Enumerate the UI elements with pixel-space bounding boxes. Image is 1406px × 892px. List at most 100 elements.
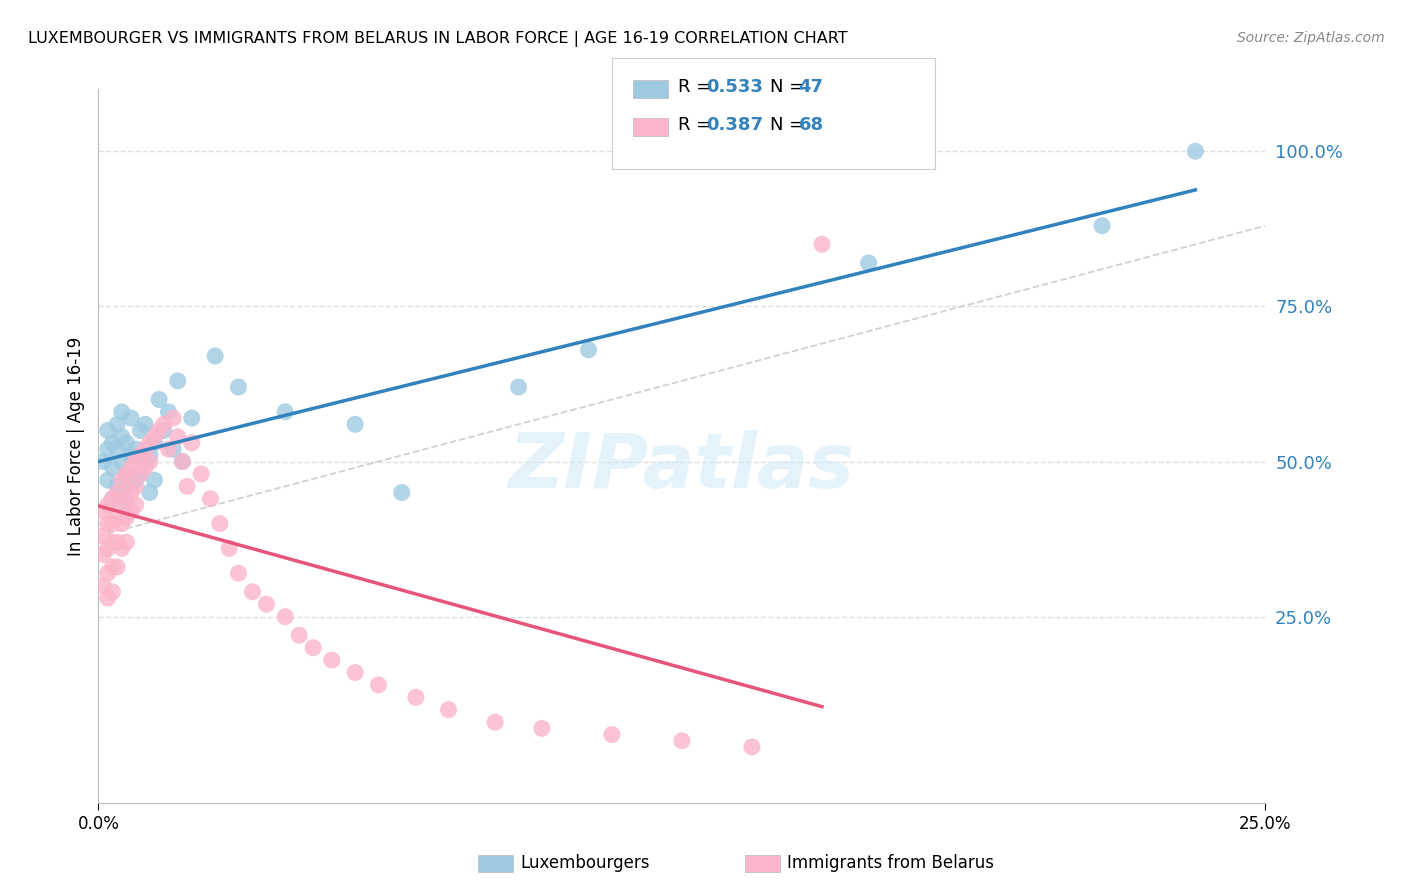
Point <box>143 473 166 487</box>
Point <box>101 535 124 549</box>
Y-axis label: In Labor Force | Age 16-19: In Labor Force | Age 16-19 <box>66 336 84 556</box>
Point <box>125 498 148 512</box>
Point <box>101 460 124 475</box>
Point <box>139 448 162 462</box>
Point <box>111 498 134 512</box>
Point <box>134 442 156 456</box>
Point <box>180 436 202 450</box>
Point <box>111 516 134 531</box>
Point <box>143 430 166 444</box>
Point <box>129 424 152 438</box>
Point <box>125 454 148 468</box>
Point <box>176 479 198 493</box>
Point <box>111 473 134 487</box>
Point <box>180 411 202 425</box>
Point <box>391 485 413 500</box>
Point <box>101 516 124 531</box>
Point <box>91 454 114 468</box>
Point <box>162 442 184 456</box>
Point <box>120 485 142 500</box>
Point <box>97 473 120 487</box>
Point <box>228 380 250 394</box>
Point <box>1184 145 1206 159</box>
Point <box>91 529 114 543</box>
Point <box>166 374 188 388</box>
Point <box>125 479 148 493</box>
Text: 0.387: 0.387 <box>706 116 763 134</box>
Point <box>129 448 152 462</box>
Point <box>101 560 124 574</box>
Point <box>321 653 343 667</box>
Point <box>115 510 138 524</box>
Point <box>344 417 367 432</box>
Point <box>218 541 240 556</box>
Point <box>152 417 174 432</box>
Point <box>204 349 226 363</box>
Point <box>111 405 134 419</box>
Text: Luxembourgers: Luxembourgers <box>520 855 650 872</box>
Point <box>148 392 170 407</box>
Point <box>105 417 128 432</box>
Point <box>134 454 156 468</box>
Point <box>858 256 880 270</box>
Point <box>101 584 124 599</box>
Point <box>101 491 124 506</box>
Point <box>115 535 138 549</box>
Point <box>120 411 142 425</box>
Point <box>91 579 114 593</box>
Point <box>91 504 114 518</box>
Point <box>139 436 162 450</box>
Point <box>115 467 138 481</box>
Point <box>162 411 184 425</box>
Point <box>508 380 530 394</box>
Point <box>741 739 763 754</box>
Point <box>111 454 134 468</box>
Point <box>139 485 162 500</box>
Point <box>115 491 138 506</box>
Point <box>111 541 134 556</box>
Point <box>97 591 120 605</box>
Point <box>367 678 389 692</box>
Point <box>242 584 264 599</box>
Point <box>129 467 152 481</box>
Point <box>166 430 188 444</box>
Point <box>811 237 834 252</box>
Point <box>190 467 212 481</box>
Text: N =: N = <box>770 78 810 96</box>
Point <box>134 417 156 432</box>
Point <box>530 722 553 736</box>
Point <box>120 448 142 462</box>
Point <box>120 460 142 475</box>
Point <box>134 460 156 475</box>
Text: Source: ZipAtlas.com: Source: ZipAtlas.com <box>1237 31 1385 45</box>
Point <box>143 436 166 450</box>
Point <box>208 516 231 531</box>
Point <box>101 436 124 450</box>
Text: N =: N = <box>770 116 810 134</box>
Point <box>302 640 325 655</box>
Text: LUXEMBOURGER VS IMMIGRANTS FROM BELARUS IN LABOR FORCE | AGE 16-19 CORRELATION C: LUXEMBOURGER VS IMMIGRANTS FROM BELARUS … <box>28 31 848 47</box>
Point <box>600 727 623 741</box>
Point <box>274 609 297 624</box>
Point <box>97 442 120 456</box>
Text: R =: R = <box>678 116 717 134</box>
Point <box>125 442 148 456</box>
Point <box>200 491 222 506</box>
Point <box>671 733 693 747</box>
Point <box>120 479 142 493</box>
Point <box>91 548 114 562</box>
Point <box>105 479 128 493</box>
Point <box>1091 219 1114 233</box>
Point <box>437 703 460 717</box>
Point <box>129 467 152 481</box>
Point <box>97 516 120 531</box>
Point <box>139 454 162 468</box>
Point <box>101 491 124 506</box>
Point <box>115 498 138 512</box>
Point <box>256 597 278 611</box>
Point <box>97 566 120 581</box>
Point <box>115 436 138 450</box>
Point <box>125 473 148 487</box>
Point <box>111 430 134 444</box>
Point <box>157 442 180 456</box>
